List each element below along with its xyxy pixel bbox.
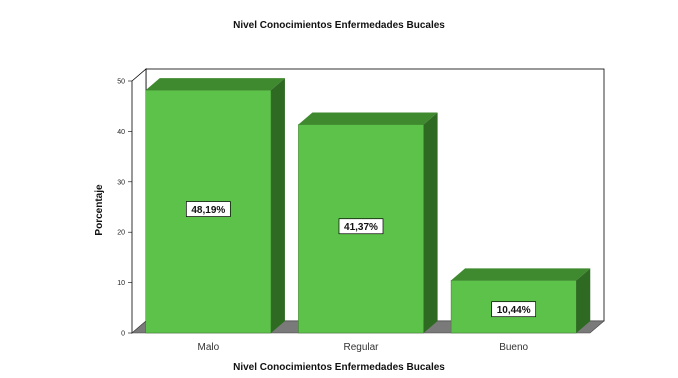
bar-top-regular — [298, 112, 438, 125]
x-category-label: Malo — [197, 342, 219, 353]
y-tick-label: 0 — [121, 331, 125, 338]
y-axis-title: Porcentaje — [94, 184, 105, 236]
data-label-box — [491, 301, 537, 318]
y-tick-label: 10 — [117, 280, 125, 287]
y-tick-label: 50 — [117, 79, 125, 86]
chart-title: Nivel Conocimientos Enfermedades Bucales — [233, 20, 445, 31]
data-label: 10,44% — [497, 305, 531, 316]
left-wall — [131, 68, 147, 334]
data-label-box — [185, 201, 231, 217]
x-category-label: Regular — [343, 342, 379, 353]
bars: 48,19% 41,37% 10,44% — [145, 78, 591, 334]
y-tick-label: 40 — [117, 129, 125, 136]
bar-top-bueno — [451, 268, 591, 281]
x-category-label: Bueno — [499, 342, 528, 353]
data-label-box — [338, 218, 384, 235]
bar-side-malo — [270, 78, 285, 333]
y-axis-ticks: 0 10 20 30 40 50 — [117, 79, 132, 338]
y-tick-label: 20 — [117, 230, 125, 237]
x-axis-categories: Malo Regular Bueno — [197, 342, 528, 353]
y-tick-label: 30 — [117, 179, 125, 186]
bar-side-regular — [423, 112, 438, 333]
data-label: 48,19% — [191, 205, 225, 216]
bar-side-bueno — [576, 268, 591, 333]
data-label: 41,37% — [344, 222, 378, 233]
bar-top-malo — [145, 78, 285, 91]
x-axis-title: Nivel Conocimientos Enfermedades Bucales — [233, 362, 445, 373]
